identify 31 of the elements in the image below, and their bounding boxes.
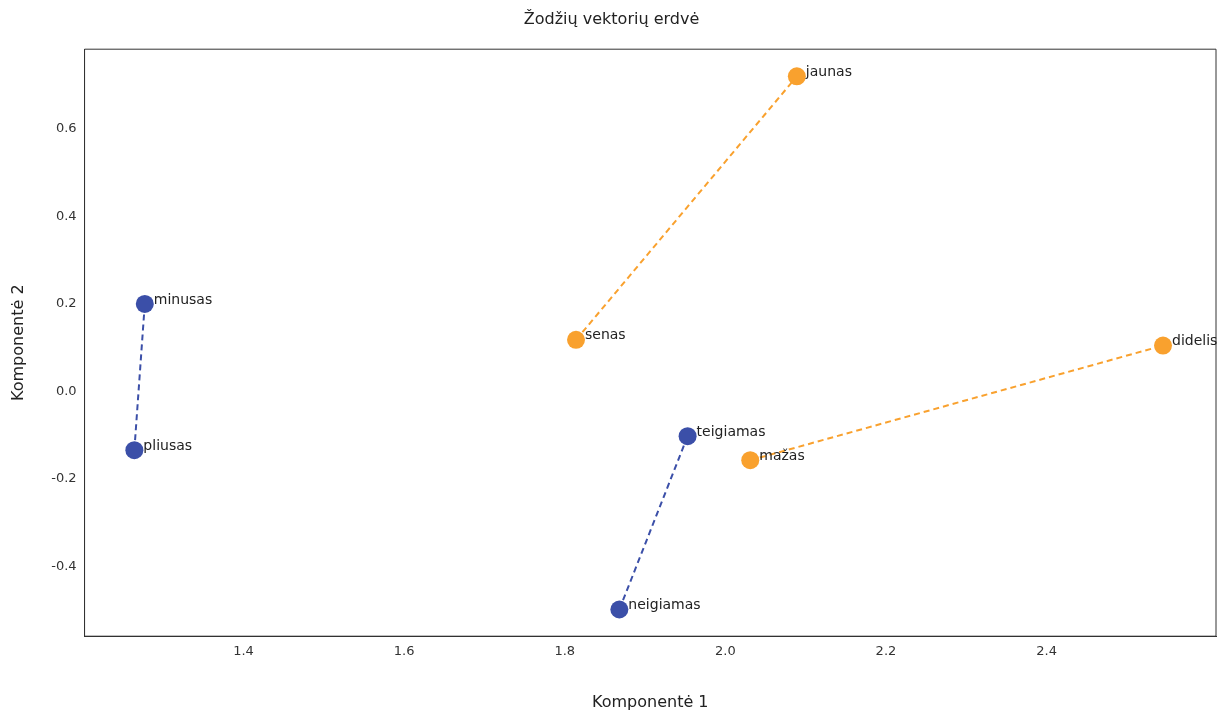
x-tick-label: 1.4 xyxy=(233,643,254,659)
annotation: didelis xyxy=(1172,332,1218,349)
point xyxy=(787,67,806,86)
y-tick-label: 0.4 xyxy=(55,207,77,223)
x-tick-label: 2.2 xyxy=(875,643,897,659)
y-axis-title: Komponentė 2 xyxy=(7,284,27,401)
point xyxy=(741,451,760,470)
annotation: senas xyxy=(585,326,626,343)
chart-title: Žodžių vektorių erdvė xyxy=(523,8,700,28)
point xyxy=(678,427,697,446)
y-tick-label: -0.4 xyxy=(51,557,77,573)
point xyxy=(567,330,586,349)
point xyxy=(1154,336,1172,355)
annotation: jaunas xyxy=(804,62,852,79)
x-tick-label: 1.8 xyxy=(554,643,576,659)
annotation: teigiamas xyxy=(696,422,766,439)
annotation: mažas xyxy=(759,446,805,463)
point xyxy=(135,294,154,313)
y-tick-label: 0.6 xyxy=(55,120,77,136)
x-tick-label: 2.0 xyxy=(715,643,736,659)
point xyxy=(610,600,629,619)
annotation: pliusas xyxy=(143,436,193,453)
annotation: neigiamas xyxy=(628,596,701,613)
y-tick-label: 0.2 xyxy=(55,295,77,311)
point xyxy=(125,441,144,460)
x-tick-label: 2.4 xyxy=(1036,643,1057,659)
y-tick-label: 0.0 xyxy=(55,382,77,398)
annotation: minusas xyxy=(153,290,213,307)
x-tick-label: 1.6 xyxy=(393,643,415,659)
x-axis-title: Komponentė 1 xyxy=(592,691,709,711)
y-tick-label: -0.2 xyxy=(51,470,77,486)
